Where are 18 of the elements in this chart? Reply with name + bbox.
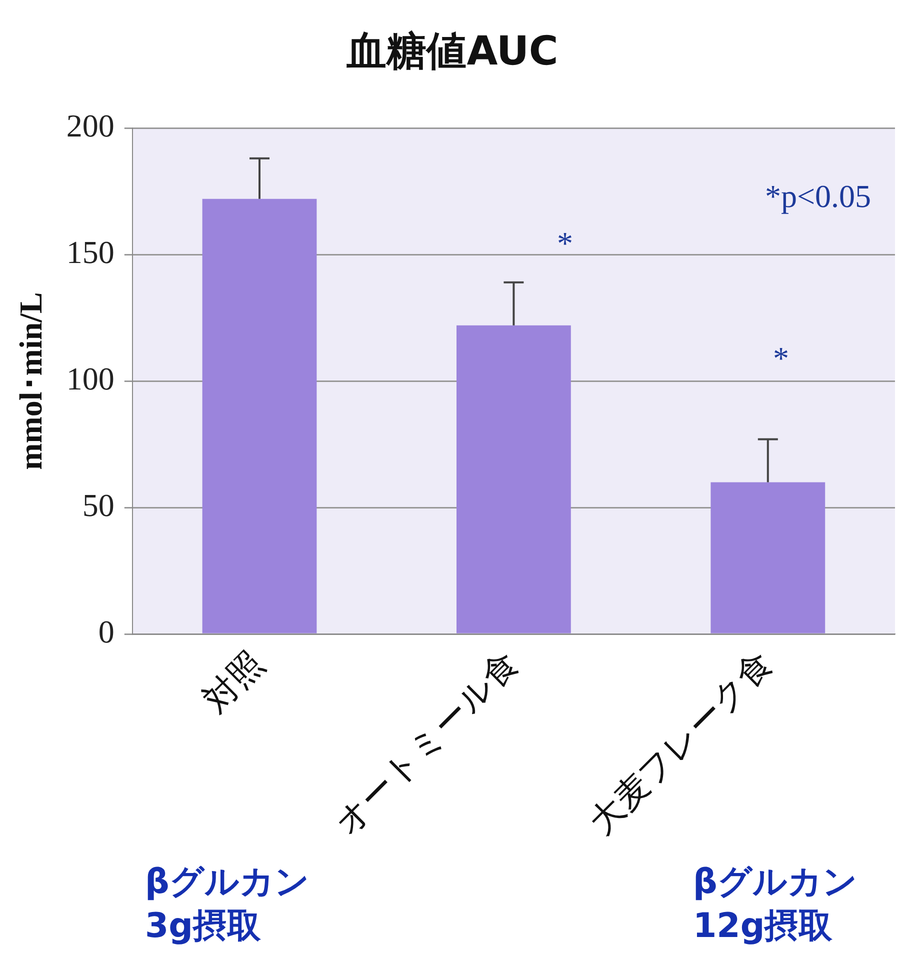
y-tick-label: 0 (98, 613, 114, 650)
annotation: * (557, 225, 573, 262)
x-tick-label: 大麦フレーク食 (582, 644, 781, 842)
bar (456, 325, 571, 634)
bar (710, 482, 826, 634)
y-tick-label: 50 (82, 486, 114, 523)
bar (202, 198, 317, 634)
y-tick-label: 200 (66, 107, 114, 144)
y-axis-title: mmol･min/L (12, 292, 48, 470)
text: βグルカン 3g摂取 (145, 861, 310, 948)
annotation: * (773, 340, 789, 377)
x-tick-label: オートミール食 (326, 644, 526, 844)
text: βグルカン 12g摂取 (693, 861, 858, 948)
y-tick-label: 100 (66, 360, 114, 396)
chart-title: 血糖値AUC (346, 28, 558, 74)
x-tick-label: 対照 (196, 644, 272, 720)
y-tick-label: 150 (66, 234, 114, 270)
annotation: *p<0.05 (764, 178, 871, 215)
